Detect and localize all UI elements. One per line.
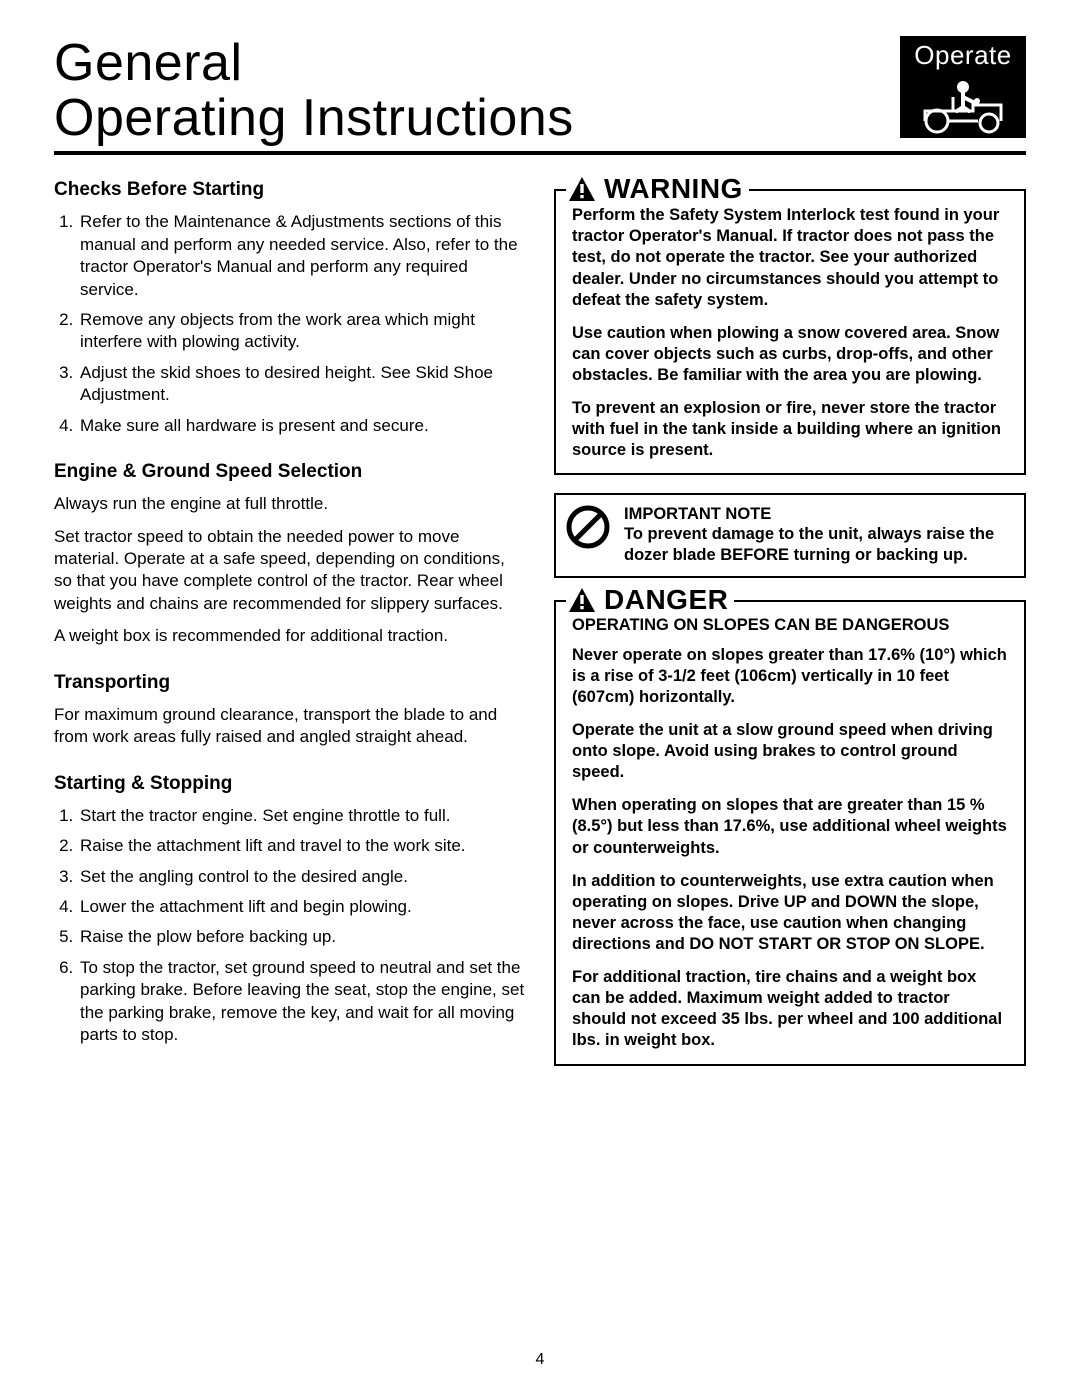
start-stop-list: Start the tractor engine. Set engine thr… [54, 805, 526, 1047]
warning-triangle-icon [568, 176, 596, 202]
list-item: Start the tractor engine. Set engine thr… [78, 805, 526, 827]
page-header: General Operating Instructions Operate [54, 36, 1026, 155]
list-item: Adjust the skid shoes to desired height.… [78, 362, 526, 407]
title-line-2: Operating Instructions [54, 89, 574, 147]
warning-callout: WARNING Perform the Safety System Interl… [554, 189, 1026, 475]
page-title: General Operating Instructions [54, 36, 574, 145]
left-column: Checks Before Starting Refer to the Main… [54, 179, 526, 1083]
danger-label-wrap: DANGER [566, 584, 734, 616]
danger-label: DANGER [604, 584, 728, 616]
danger-para: When operating on slopes that are greate… [572, 795, 1008, 858]
paragraph: A weight box is recommended for addition… [54, 625, 526, 647]
danger-para: For additional traction, tire chains and… [572, 967, 1008, 1051]
paragraph: Always run the engine at full throttle. [54, 493, 526, 515]
danger-para: In addition to counterweights, use extra… [572, 871, 1008, 955]
heading-transporting: Transporting [54, 672, 526, 694]
list-item: Refer to the Maintenance & Adjustments s… [78, 211, 526, 301]
warning-label-wrap: WARNING [566, 173, 749, 205]
list-item: Raise the attachment lift and travel to … [78, 835, 526, 857]
heading-start-stop: Starting & Stopping [54, 773, 526, 795]
warning-para: To prevent an explosion or fire, never s… [572, 398, 1008, 461]
title-line-1: General [54, 34, 243, 92]
tractor-icon [913, 73, 1013, 135]
operate-badge-text: Operate [914, 40, 1011, 71]
danger-para: Operate the unit at a slow ground speed … [572, 720, 1008, 783]
note-text: IMPORTANT NOTE To prevent damage to the … [624, 505, 1010, 565]
warning-label: WARNING [604, 173, 743, 205]
danger-subhead: OPERATING ON SLOPES CAN BE DANGEROUS [572, 616, 1008, 635]
list-item: To stop the tractor, set ground speed to… [78, 957, 526, 1047]
page-number: 4 [0, 1351, 1080, 1369]
danger-triangle-icon [568, 587, 596, 613]
important-note-box: IMPORTANT NOTE To prevent damage to the … [554, 493, 1026, 577]
list-item: Remove any objects from the work area wh… [78, 309, 526, 354]
list-item: Make sure all hardware is present and se… [78, 415, 526, 437]
checks-list: Refer to the Maintenance & Adjustments s… [54, 211, 526, 437]
content-columns: Checks Before Starting Refer to the Main… [54, 179, 1026, 1083]
danger-callout: DANGER OPERATING ON SLOPES CAN BE DANGER… [554, 600, 1026, 1066]
operate-badge: Operate [900, 36, 1026, 138]
warning-para: Use caution when plowing a snow covered … [572, 323, 1008, 386]
paragraph: For maximum ground clearance, transport … [54, 704, 526, 749]
right-column: WARNING Perform the Safety System Interl… [554, 179, 1026, 1083]
paragraph: Set tractor speed to obtain the needed p… [54, 526, 526, 616]
list-item: Set the angling control to the desired a… [78, 866, 526, 888]
prohibit-icon [566, 505, 610, 549]
warning-para: Perform the Safety System Interlock test… [572, 205, 1008, 311]
danger-para: Never operate on slopes greater than 17.… [572, 645, 1008, 708]
list-item: Lower the attachment lift and begin plow… [78, 896, 526, 918]
heading-checks: Checks Before Starting [54, 179, 526, 201]
heading-engine-speed: Engine & Ground Speed Selection [54, 461, 526, 483]
list-item: Raise the plow before backing up. [78, 926, 526, 948]
note-body: To prevent damage to the unit, always ra… [624, 524, 1010, 565]
note-title: IMPORTANT NOTE [624, 505, 1010, 524]
